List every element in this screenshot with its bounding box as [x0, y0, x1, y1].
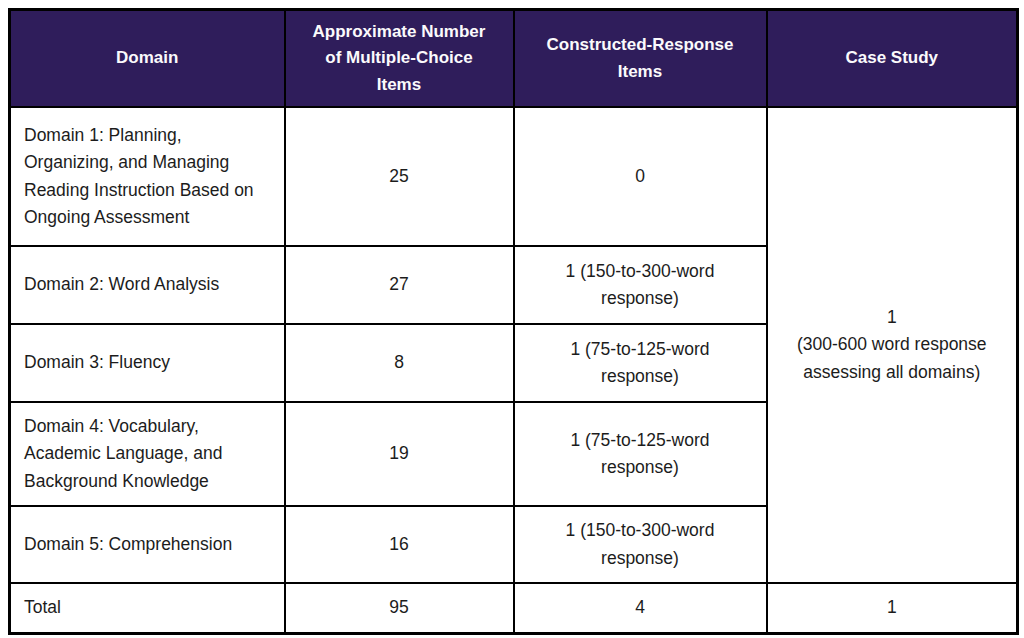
domain-3-cr-count: 1 (75-to-125-word response) [514, 324, 767, 402]
domain-4-label: Domain 4: Vocabulary, Academic Language,… [10, 402, 285, 506]
domain-5-mc-count: 16 [285, 506, 514, 583]
domain-2-mc-count: 27 [285, 246, 514, 324]
header-multiple-choice: Approximate Number of Multiple-Choice It… [285, 10, 514, 108]
exam-structure-table: Domain Approximate Number of Multiple-Ch… [8, 8, 1019, 635]
domain-1-cr-count: 0 [514, 107, 767, 246]
table-row-domain-1: Domain 1: Planning, Organizing, and Mana… [10, 107, 1018, 246]
domain-2-label: Domain 2: Word Analysis [10, 246, 285, 324]
header-case-study: Case Study [767, 10, 1018, 108]
page: Domain Approximate Number of Multiple-Ch… [0, 0, 1024, 638]
case-study-merged-cell: 1 (300-600 word response assessing all d… [767, 107, 1018, 583]
header-constructed-response: Constructed-Response Items [514, 10, 767, 108]
total-label: Total [10, 583, 285, 633]
case-study-note: (300-600 word response assessing all dom… [776, 331, 1009, 385]
domain-5-cr-count: 1 (150-to-300-word response) [514, 506, 767, 583]
table-row-total: Total 95 4 1 [10, 583, 1018, 633]
domain-5-label: Domain 5: Comprehension [10, 506, 285, 583]
domain-4-cr-count: 1 (75-to-125-word response) [514, 402, 767, 506]
header-domain: Domain [10, 10, 285, 108]
domain-1-label: Domain 1: Planning, Organizing, and Mana… [10, 107, 285, 246]
domain-3-label: Domain 3: Fluency [10, 324, 285, 402]
domain-1-mc-count: 25 [285, 107, 514, 246]
table-header-row: Domain Approximate Number of Multiple-Ch… [10, 10, 1018, 108]
case-study-value: 1 [776, 304, 1009, 331]
total-case-study-count: 1 [767, 583, 1018, 633]
domain-2-cr-count: 1 (150-to-300-word response) [514, 246, 767, 324]
domain-3-mc-count: 8 [285, 324, 514, 402]
total-mc-count: 95 [285, 583, 514, 633]
domain-4-mc-count: 19 [285, 402, 514, 506]
total-cr-count: 4 [514, 583, 767, 633]
